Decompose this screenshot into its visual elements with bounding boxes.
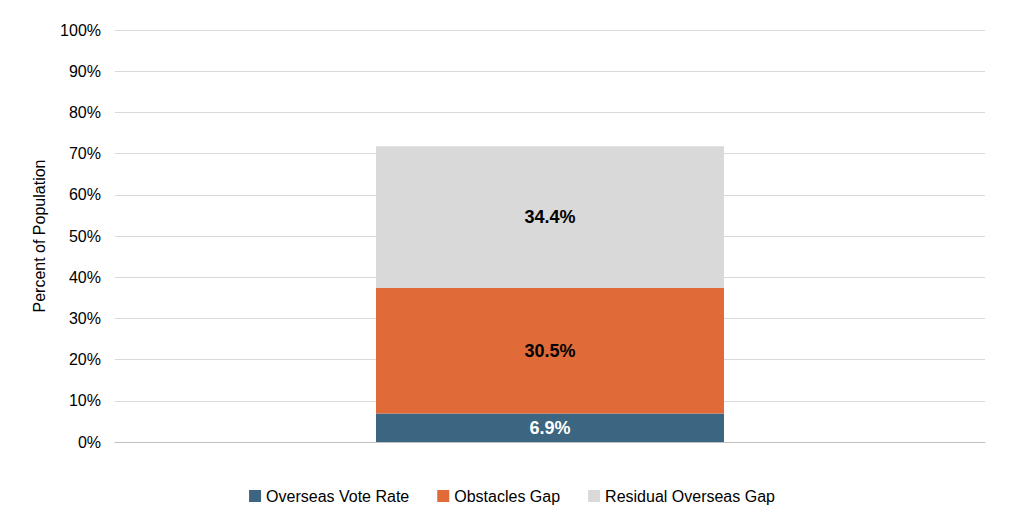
svg-text:Residual Overseas Gap: Residual Overseas Gap <box>605 488 775 505</box>
svg-text:0%: 0% <box>78 434 101 451</box>
svg-text:6.9%: 6.9% <box>529 418 570 438</box>
svg-text:Obstacles Gap: Obstacles Gap <box>454 488 560 505</box>
svg-text:Percent of Population: Percent of Population <box>31 160 48 313</box>
svg-text:40%: 40% <box>69 269 101 286</box>
svg-text:30%: 30% <box>69 310 101 327</box>
svg-text:100%: 100% <box>60 22 101 39</box>
svg-text:70%: 70% <box>69 145 101 162</box>
svg-text:60%: 60% <box>69 186 101 203</box>
svg-text:30.5%: 30.5% <box>524 341 575 361</box>
svg-text:34.4%: 34.4% <box>524 207 575 227</box>
svg-text:90%: 90% <box>69 63 101 80</box>
svg-text:50%: 50% <box>69 228 101 245</box>
svg-text:20%: 20% <box>69 351 101 368</box>
svg-text:Overseas Vote Rate: Overseas Vote Rate <box>266 488 409 505</box>
svg-text:80%: 80% <box>69 104 101 121</box>
svg-text:10%: 10% <box>69 392 101 409</box>
